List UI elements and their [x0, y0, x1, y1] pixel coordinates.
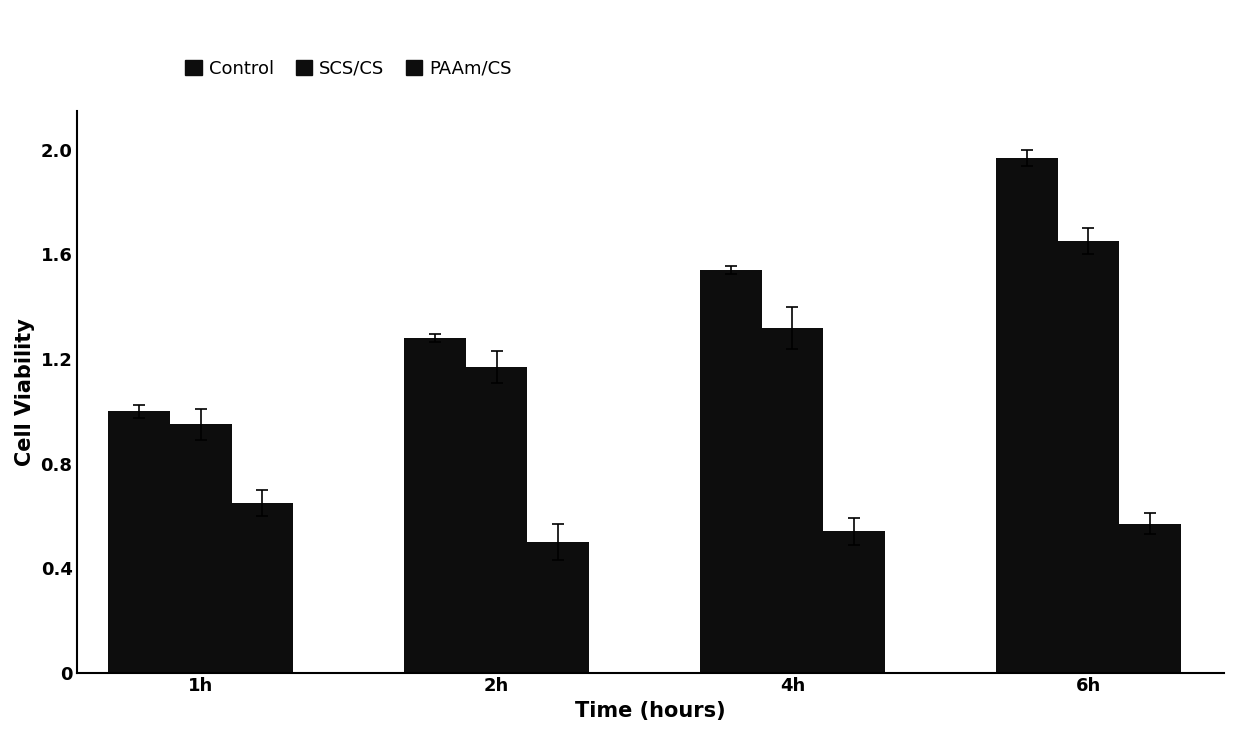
Bar [528, 542, 589, 673]
Bar [1119, 523, 1181, 673]
X-axis label: Time (hours): Time (hours) [575, 701, 726, 721]
Bar [232, 503, 294, 673]
Bar [996, 158, 1058, 673]
Bar [762, 328, 823, 673]
Legend: Control, SCS/CS, PAAm/CS: Control, SCS/CS, PAAm/CS [178, 52, 519, 85]
Bar [823, 531, 885, 673]
Bar [108, 411, 170, 673]
Bar [170, 425, 232, 673]
Bar [466, 367, 528, 673]
Bar [700, 270, 762, 673]
Y-axis label: Cell Viability: Cell Viability [15, 318, 35, 466]
Bar [1058, 241, 1119, 673]
Bar [404, 338, 466, 673]
